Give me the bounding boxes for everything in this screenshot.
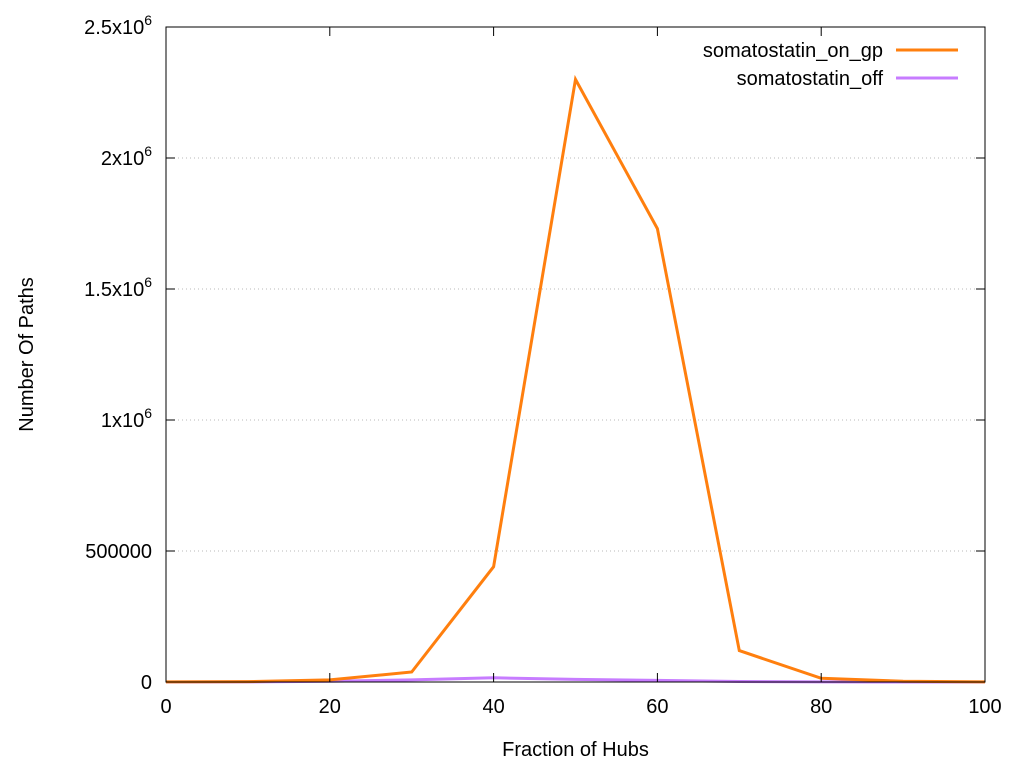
x-tick-label: 100 [968, 696, 1001, 718]
y-axis-title: Number Of Paths [16, 277, 38, 432]
legend-label: somatostatin_off [737, 68, 884, 90]
y-tick-label: 1x106 [101, 405, 152, 432]
grid-lines [166, 157, 985, 552]
y-tick-label: 500000 [85, 541, 152, 563]
x-tick-label: 80 [810, 696, 832, 718]
legend: somatostatin_on_gp somatostatin_off [703, 40, 958, 90]
x-axis-title: Fraction of Hubs [502, 739, 649, 761]
y-tick-label: 0 [141, 672, 152, 694]
x-tick-label: 20 [319, 696, 341, 718]
axis-tick-labels: 0 500000 1x106 1.5x106 2x106 2.5x106 0 20 40 60 80… [84, 12, 1002, 718]
y-tick-label: 2.5x106 [84, 12, 152, 39]
legend-label: somatostatin_on_gp [703, 40, 883, 62]
y-tick-label: 2x106 [101, 143, 152, 170]
plot-frame [165, 26, 986, 683]
series-line-somatostatin_on_gp [165, 74, 986, 684]
x-tick-label: 40 [482, 696, 504, 718]
y-tick-label: 1.5x106 [84, 274, 152, 301]
x-tick-label: 0 [160, 696, 171, 718]
axis-ticks [165, 26, 986, 683]
plot-series [165, 74, 986, 684]
x-tick-label: 60 [646, 696, 668, 718]
